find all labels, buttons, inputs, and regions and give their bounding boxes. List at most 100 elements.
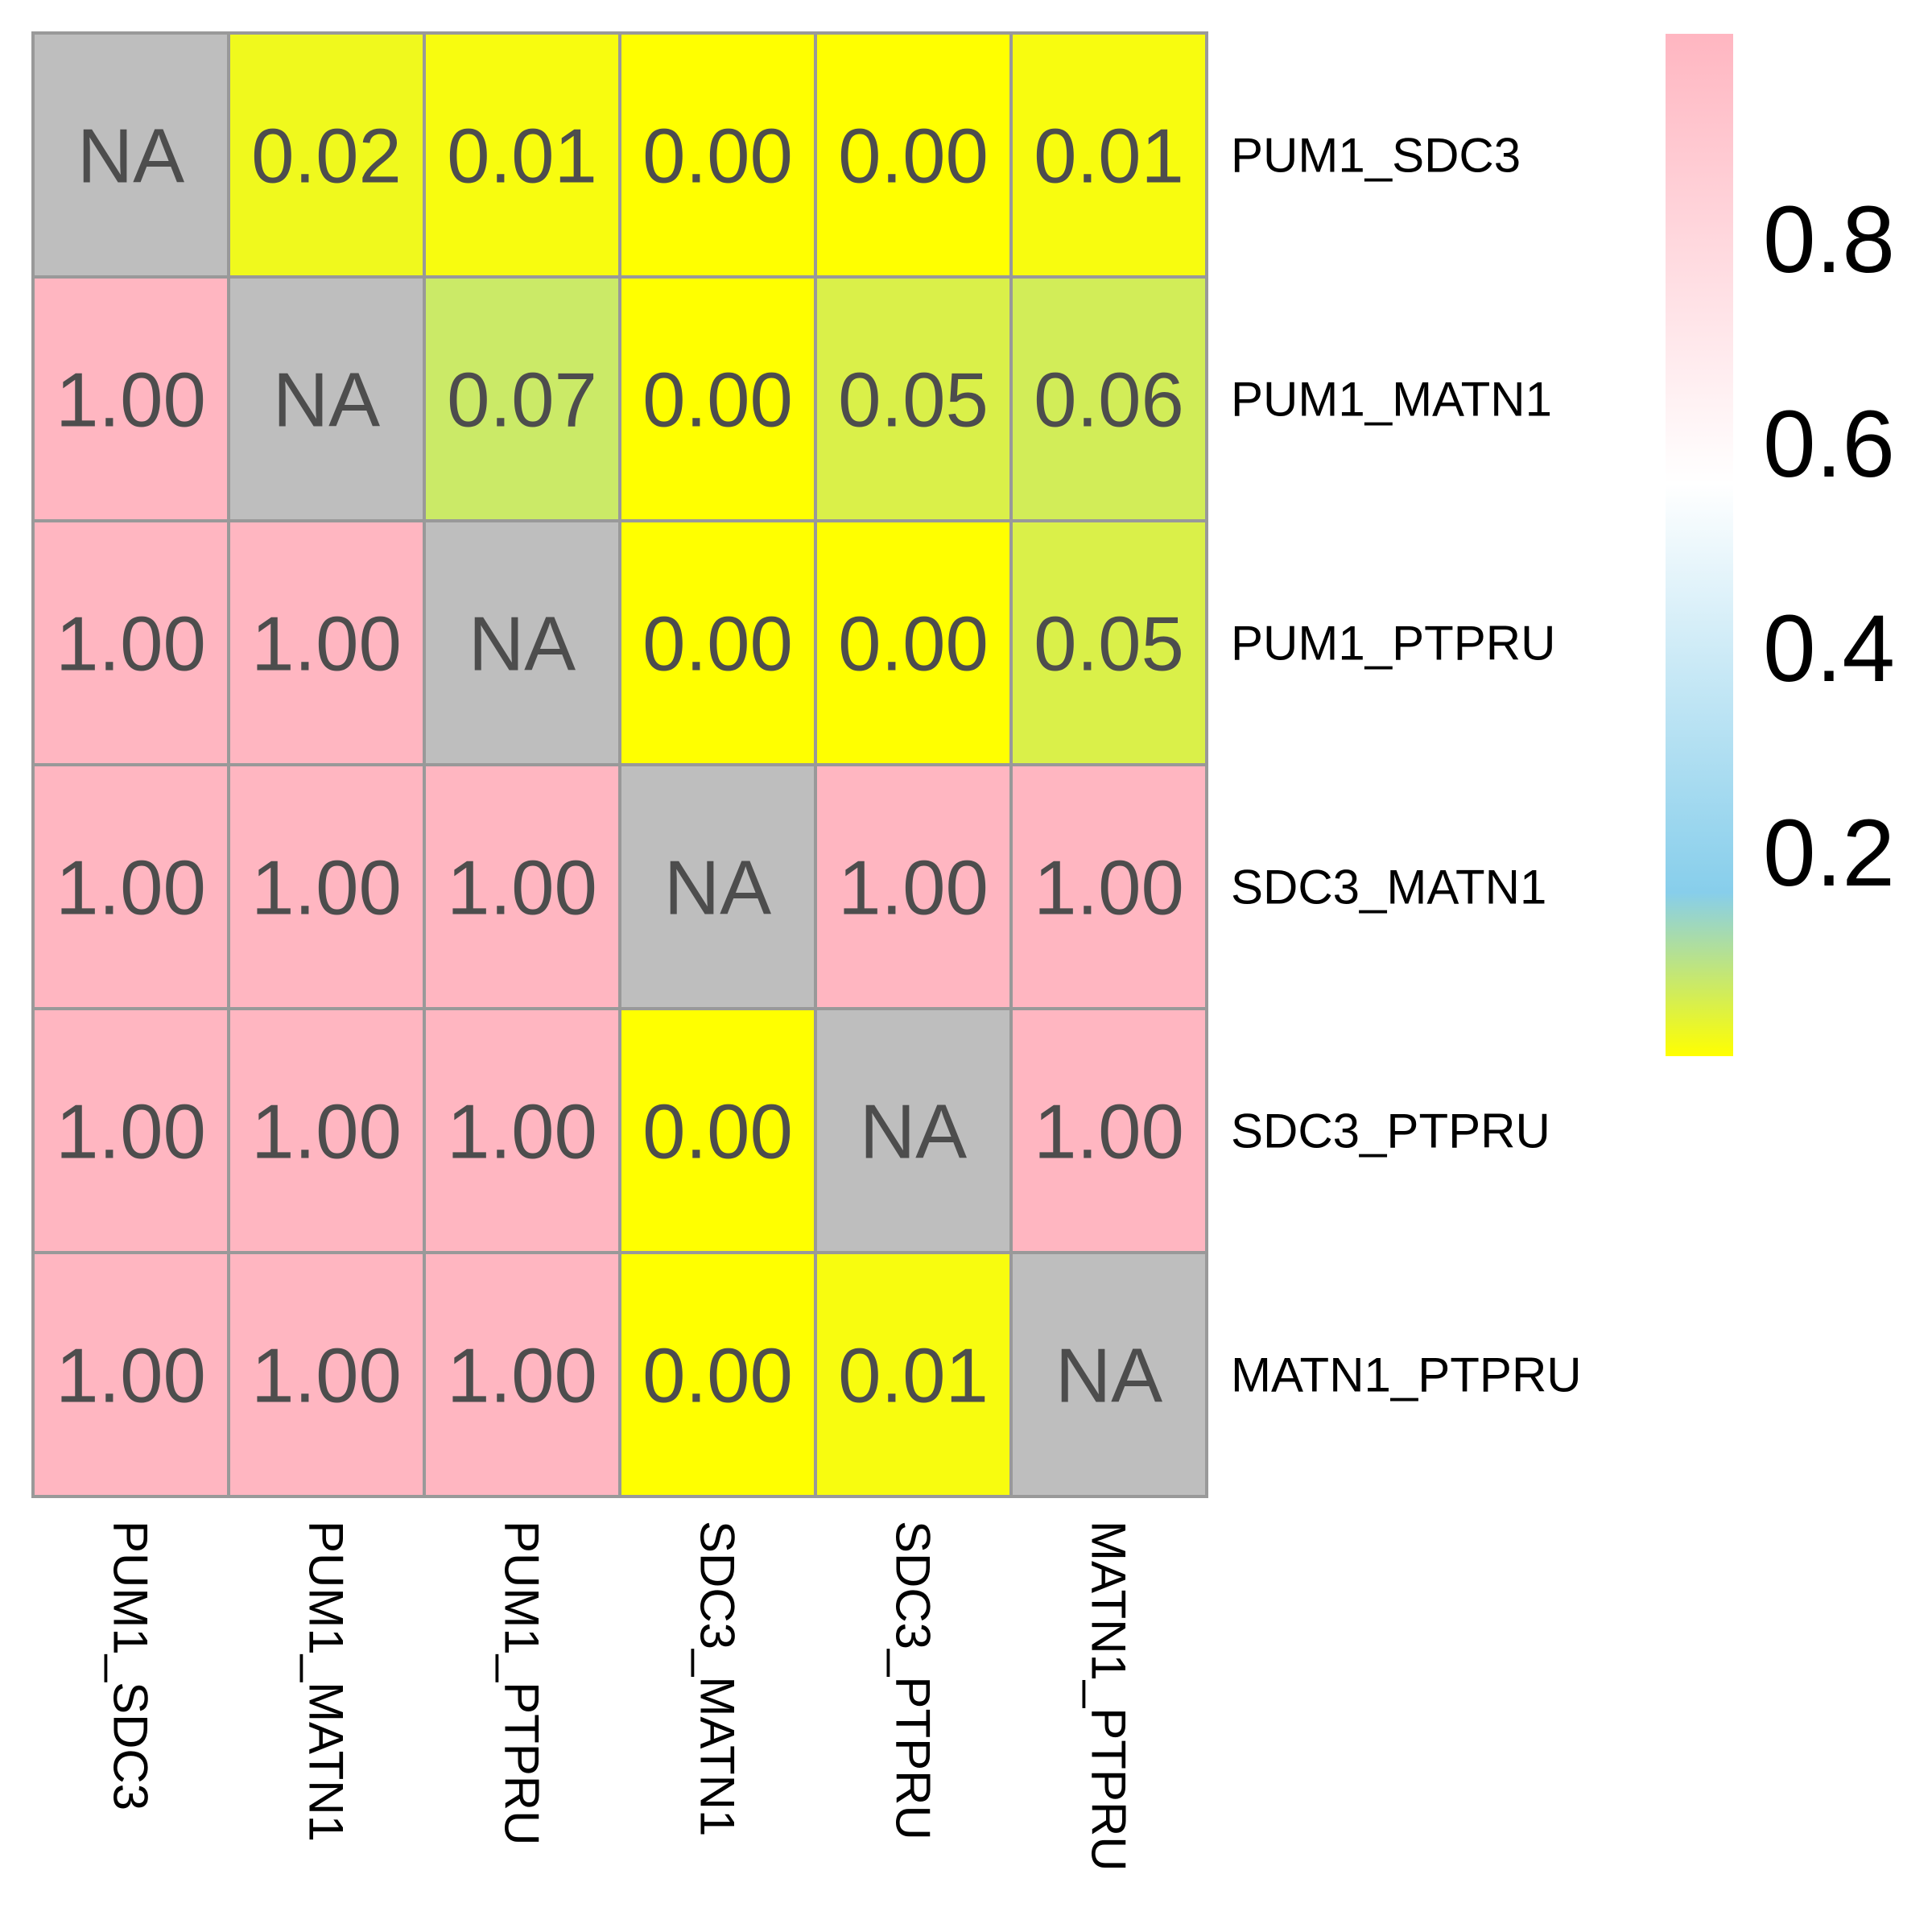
heatmap-cell: 0.00 (618, 519, 817, 766)
heatmap-cell: 1.00 (227, 1251, 426, 1498)
heatmap-cell-rect (1009, 763, 1208, 1010)
heatmap-cell-rect (814, 1007, 1013, 1254)
legend-color-bar (1666, 34, 1733, 1056)
column-label: PUM1_PTPRU (495, 1521, 549, 1845)
heatmap-cell-rect (31, 1007, 230, 1254)
heatmap-cell: NA (1009, 1251, 1208, 1498)
heatmap-cell-label: 1.00 (251, 1089, 402, 1175)
heatmap-cell-label: 0.00 (642, 357, 793, 444)
heatmap-cell-label: 1.00 (251, 601, 402, 687)
heatmap-cell: 1.00 (423, 763, 621, 1010)
heatmap-cell-rect (227, 763, 426, 1010)
heatmap-cell-rect (227, 275, 426, 522)
heatmap-cell-label: 1.00 (447, 1333, 597, 1419)
heatmap-cell-label: 1.00 (56, 845, 206, 931)
heatmap-cell-label: 1.00 (56, 1089, 206, 1175)
heatmap-cell-label: 1.00 (447, 1089, 597, 1175)
heatmap-cell-label: NA (77, 114, 184, 200)
column-label: MATN1_PTPRU (1082, 1521, 1136, 1872)
heatmap-cell-rect (1009, 1007, 1208, 1254)
heatmap-cell-label: 0.00 (642, 114, 793, 200)
heatmap-cells: NA 0.02 0.01 0.00 0.00 0.01 1.00 NA 0.07 0.00 0.05… (31, 31, 1208, 1498)
heatmap-cell: 1.00 (423, 1251, 621, 1498)
column-labels: PUM1_SDC3 PUM1_MATN1 PUM1_PTPRU SDC3_MATN1 S… (104, 1521, 1136, 1872)
heatmap-cell: 1.00 (31, 763, 230, 1010)
heatmap-cell: NA (423, 519, 621, 766)
heatmap-cell: 1.00 (227, 519, 426, 766)
row-label: SDC3_MATN1 (1231, 861, 1546, 914)
heatmap-cell-label: 1.00 (56, 1333, 206, 1419)
heatmap-cell: 0.02 (227, 31, 426, 279)
heatmap-cell-label: 1.00 (838, 845, 989, 931)
heatmap-cell-label: 1.00 (56, 601, 206, 687)
heatmap-cell-label: 0.00 (838, 114, 989, 200)
heatmap-cell-rect (423, 763, 621, 1010)
heatmap-cell: 0.05 (814, 275, 1013, 522)
heatmap-cell-label: 1.00 (251, 845, 402, 931)
row-label: SDC3_PTPRU (1231, 1104, 1550, 1158)
heatmap-cell: 0.00 (618, 275, 817, 522)
heatmap-cell-label: NA (664, 845, 771, 931)
heatmap-cell-label: 0.07 (447, 357, 597, 444)
column-label: SDC3_MATN1 (691, 1521, 745, 1836)
heatmap-cell-label: 0.00 (642, 601, 793, 687)
heatmap-cell: 1.00 (227, 1007, 426, 1254)
heatmap-cell: 1.00 (31, 1007, 230, 1254)
heatmap-cell-label: 1.00 (56, 357, 206, 444)
heatmap-cell-rect (31, 31, 230, 279)
heatmap-cell: 1.00 (31, 1251, 230, 1498)
legend-tick-label: 0.4 (1763, 596, 1895, 702)
row-label: PUM1_SDC3 (1231, 129, 1521, 183)
heatmap-cell-label: 0.01 (447, 114, 597, 200)
heatmap-cell: NA (31, 31, 230, 279)
heatmap-cell-rect (618, 275, 817, 522)
heatmap-cell-label: 0.00 (642, 1089, 793, 1175)
heatmap-cell-rect (423, 31, 621, 279)
heatmap-cell-label: 0.05 (838, 357, 989, 444)
heatmap-cell-rect (814, 1251, 1013, 1498)
heatmap-cell-rect (618, 763, 817, 1010)
heatmap-cell-rect (1009, 275, 1208, 522)
heatmap-cell-rect (618, 1007, 817, 1254)
heatmap-cell-rect (814, 519, 1013, 766)
row-label: MATN1_PTPRU (1231, 1348, 1582, 1402)
heatmap-cell: 1.00 (31, 275, 230, 522)
heatmap-cell: 1.00 (814, 763, 1013, 1010)
legend-tick-label: 0.8 (1763, 187, 1895, 293)
heatmap-cell: NA (618, 763, 817, 1010)
heatmap-cell-label: NA (273, 357, 380, 444)
row-labels: PUM1_SDC3 PUM1_MATN1 PUM1_PTPRU SDC3_MATN1 S… (1231, 129, 1582, 1402)
heatmap-cell-label: 0.00 (838, 601, 989, 687)
heatmap-cell-label: 0.02 (251, 114, 402, 200)
heatmap-cell-rect (1009, 519, 1208, 766)
heatmap-cell-label: 0.01 (838, 1333, 989, 1419)
heatmap-cell-label: 1.00 (251, 1333, 402, 1419)
heatmap-cell-rect (618, 1251, 817, 1498)
color-legend: 0.2 0.4 0.6 0.8 (1666, 34, 1895, 1056)
row-label: PUM1_MATN1 (1231, 373, 1552, 427)
heatmap-cell: 0.07 (423, 275, 621, 522)
heatmap-cell-label: 0.00 (642, 1333, 793, 1419)
heatmap-cell-label: 1.00 (447, 845, 597, 931)
heatmap-cell: 0.00 (618, 1251, 817, 1498)
heatmap-cell-label: NA (860, 1089, 967, 1175)
legend-tick-label: 0.6 (1763, 391, 1895, 497)
heatmap-cell-rect (31, 1251, 230, 1498)
heatmap-cell: 0.01 (423, 31, 621, 279)
heatmap-cell-rect (423, 1007, 621, 1254)
heatmap-cell-label: 1.00 (1034, 1089, 1184, 1175)
heatmap-cell: 1.00 (31, 519, 230, 766)
heatmap-cell-label: NA (1055, 1333, 1162, 1419)
heatmap-cell: NA (227, 275, 426, 522)
heatmap-cell: 0.01 (1009, 31, 1208, 279)
column-label: PUM1_MATN1 (299, 1521, 353, 1842)
legend-tick-label: 0.2 (1763, 800, 1895, 906)
heatmap-cell-label: NA (469, 601, 576, 687)
heatmap-cell: 0.00 (618, 31, 817, 279)
heatmap-cell: NA (814, 1007, 1013, 1254)
row-label: PUM1_PTPRU (1231, 617, 1555, 671)
heatmap-cell: 0.05 (1009, 519, 1208, 766)
heatmap-cell-rect (227, 519, 426, 766)
column-label: SDC3_PTPRU (886, 1521, 940, 1840)
